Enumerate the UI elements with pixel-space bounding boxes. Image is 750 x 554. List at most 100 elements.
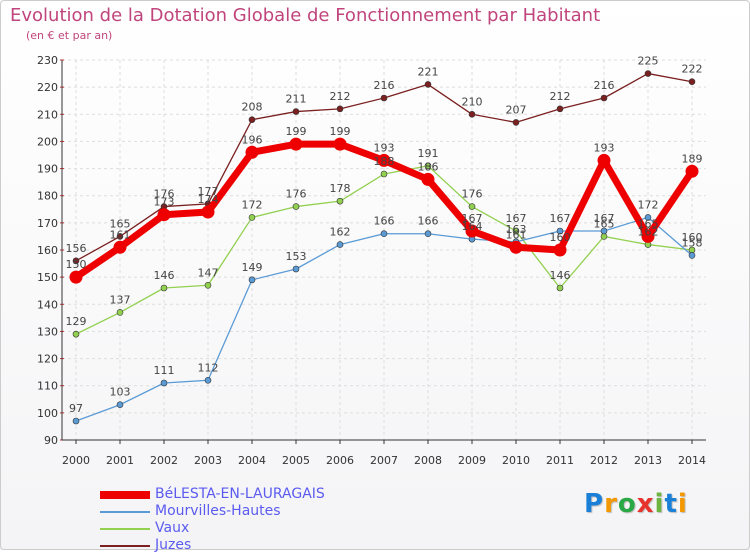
data-label: 172 xyxy=(638,198,659,211)
x-tick-label: 2008 xyxy=(414,454,442,467)
legend-label: BéLESTA-EN-LAURAGAIS xyxy=(155,486,325,502)
legend-swatch xyxy=(100,527,150,530)
data-label: 172 xyxy=(242,198,263,211)
data-label: 166 xyxy=(418,215,439,228)
data-point xyxy=(201,205,215,219)
data-point xyxy=(512,119,520,126)
axes: 90 100 110 120 130 140 150 160 170 180 190 200 210 22… xyxy=(37,54,706,467)
data-label: 146 xyxy=(550,269,571,282)
data-point xyxy=(160,379,168,387)
data-label: 167 xyxy=(550,212,571,225)
data-label: 225 xyxy=(638,55,659,68)
data-label: 97 xyxy=(69,402,83,415)
data-label: 161 xyxy=(506,228,527,241)
data-label: 212 xyxy=(330,90,351,103)
y-tick-label: 110 xyxy=(37,380,58,393)
x-tick-label: 2000 xyxy=(62,454,90,467)
data-point xyxy=(336,197,344,205)
data-label: 165 xyxy=(110,217,131,230)
data-point xyxy=(600,94,608,102)
y-tick-label: 210 xyxy=(37,108,58,121)
x-tick-label: 2011 xyxy=(546,454,574,467)
data-point xyxy=(72,417,80,425)
data-point xyxy=(245,145,259,159)
data-point xyxy=(116,233,124,240)
x-tick-label: 2012 xyxy=(590,454,618,467)
data-label: 216 xyxy=(594,79,615,92)
data-label: 165 xyxy=(638,217,659,230)
chart-title: Evolution de la Dotation Globale de Fonc… xyxy=(10,5,601,26)
y-tick-label: 130 xyxy=(37,325,58,338)
data-label: 222 xyxy=(682,63,703,76)
data-label: 188 xyxy=(374,155,395,168)
data-label: 137 xyxy=(110,293,131,306)
data-point xyxy=(204,281,212,289)
data-label: 163 xyxy=(506,223,527,236)
x-tick-label: 2005 xyxy=(282,454,310,467)
data-label: 178 xyxy=(330,182,351,195)
data-point xyxy=(336,105,344,113)
data-label: 167 xyxy=(594,212,615,225)
data-label: 160 xyxy=(682,231,703,244)
data-point xyxy=(644,214,652,221)
logo-letter: r xyxy=(604,489,618,519)
data-point xyxy=(157,208,171,222)
data-label: 160 xyxy=(550,231,571,244)
x-tick-label: 2010 xyxy=(502,454,530,467)
data-label: 211 xyxy=(286,93,307,106)
data-point xyxy=(644,70,652,77)
data-point xyxy=(72,330,80,338)
chart-subtitle: (en € et par an) xyxy=(26,29,113,42)
data-point xyxy=(289,137,303,151)
data-point xyxy=(248,116,256,124)
x-tick-label: 2013 xyxy=(634,454,662,467)
y-tick-label: 120 xyxy=(37,353,58,366)
data-label: 162 xyxy=(638,226,659,239)
data-label: 153 xyxy=(286,250,307,263)
data-label: 162 xyxy=(330,226,351,239)
data-label: 149 xyxy=(242,261,263,274)
data-point xyxy=(685,164,699,178)
data-point xyxy=(377,153,391,167)
data-point xyxy=(597,153,611,167)
series-layer xyxy=(69,70,699,425)
x-tick-label: 2014 xyxy=(678,454,706,467)
data-point xyxy=(421,172,435,186)
y-tick-label: 100 xyxy=(37,407,58,420)
data-point xyxy=(600,233,608,240)
legend: BéLESTA-EN-LAURAGAIS Mourvilles-Hautes Vau… xyxy=(100,486,325,554)
data-label: 207 xyxy=(506,103,527,116)
legend-label: Vaux xyxy=(155,520,190,536)
data-label: 129 xyxy=(66,315,87,328)
data-label: 196 xyxy=(242,133,263,146)
logo-letter: o xyxy=(617,489,637,519)
data-point xyxy=(380,170,388,178)
data-label: 112 xyxy=(198,361,219,374)
data-point xyxy=(556,227,564,235)
data-label: 193 xyxy=(374,141,395,154)
data-point xyxy=(556,105,564,113)
data-label: 167 xyxy=(462,212,483,225)
data-label: 212 xyxy=(550,90,571,103)
data-label: 174 xyxy=(198,193,219,206)
data-point xyxy=(160,284,168,292)
data-label: 177 xyxy=(198,185,219,198)
x-tick-label: 2006 xyxy=(326,454,354,467)
data-label: 176 xyxy=(462,188,483,201)
data-label: 166 xyxy=(374,215,395,228)
data-point xyxy=(72,257,80,265)
data-label: 216 xyxy=(374,79,395,92)
data-point xyxy=(292,203,300,210)
data-point xyxy=(113,240,127,254)
legend-item: BéLESTA-EN-LAURAGAIS xyxy=(100,486,325,503)
data-label: 165 xyxy=(594,217,615,230)
data-point xyxy=(556,284,564,292)
data-label: 221 xyxy=(418,65,439,78)
y-tick-label: 180 xyxy=(37,190,58,203)
x-tick-label: 2001 xyxy=(106,454,134,467)
data-point xyxy=(553,243,567,257)
legend-swatch xyxy=(100,510,150,513)
data-point xyxy=(468,203,476,210)
data-point xyxy=(688,252,696,259)
